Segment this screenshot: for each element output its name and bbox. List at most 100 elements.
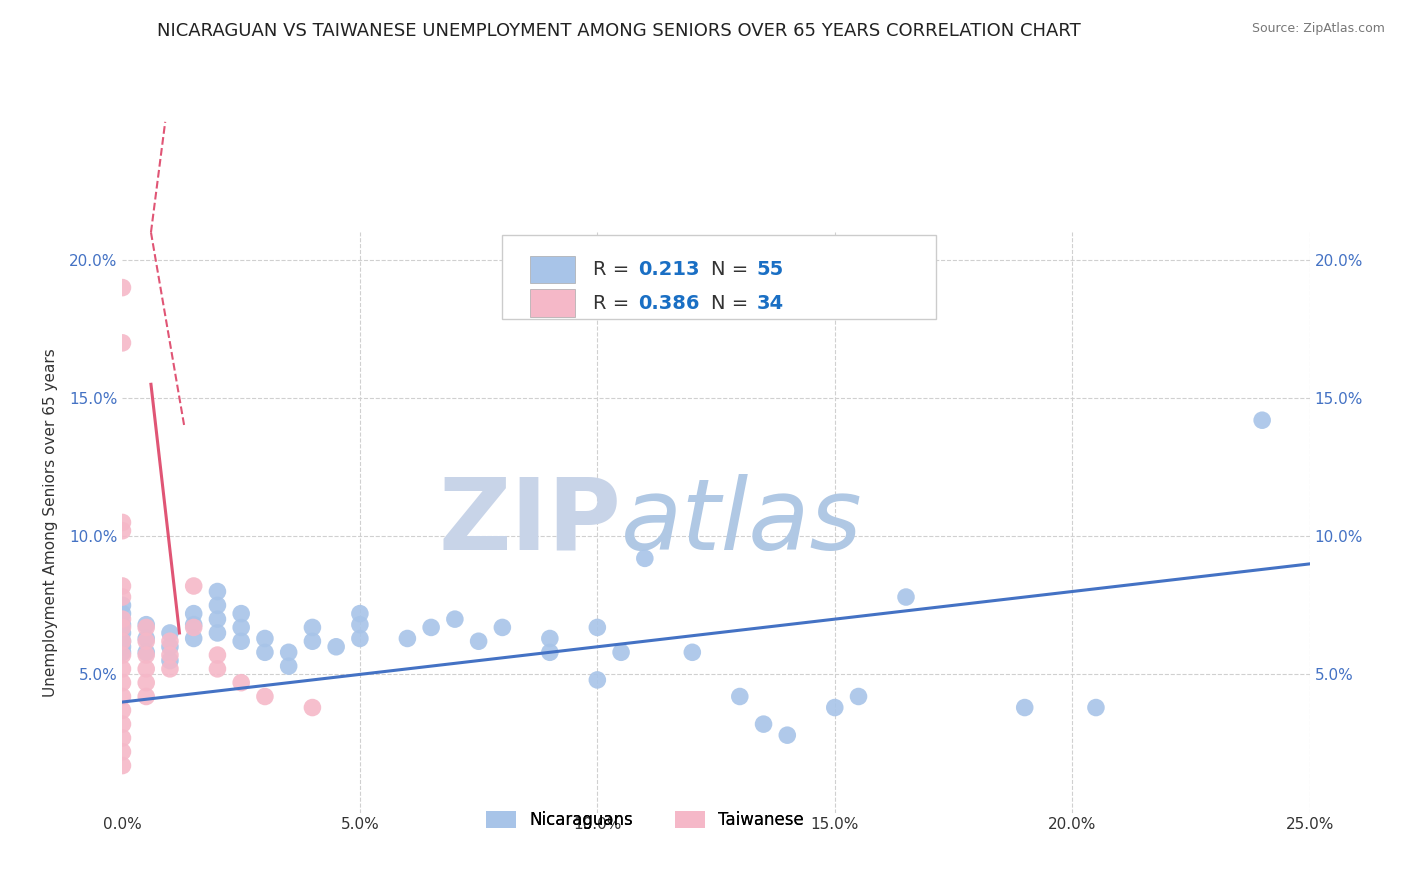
Point	[111, 717, 134, 731]
Point	[111, 634, 134, 648]
Point	[111, 620, 134, 634]
Point	[135, 645, 157, 659]
Point	[467, 634, 489, 648]
Point	[396, 632, 419, 646]
Point	[111, 634, 134, 648]
Point	[159, 648, 181, 662]
Point	[301, 634, 323, 648]
Point	[444, 612, 467, 626]
Point	[111, 599, 134, 613]
Point	[111, 579, 134, 593]
Point	[111, 703, 134, 717]
Text: 0.213: 0.213	[638, 260, 699, 279]
Point	[491, 620, 513, 634]
Point	[728, 690, 751, 704]
Point	[894, 590, 917, 604]
Point	[111, 590, 134, 604]
Point	[135, 662, 157, 676]
Point	[111, 612, 134, 626]
Point	[135, 634, 157, 648]
Point	[681, 645, 703, 659]
Point	[111, 745, 134, 759]
Point	[111, 758, 134, 772]
Point	[1251, 413, 1274, 427]
Point	[207, 626, 229, 640]
Point	[111, 731, 134, 745]
Point	[231, 634, 253, 648]
Point	[634, 551, 657, 566]
Point	[349, 632, 371, 646]
Point	[231, 675, 253, 690]
Point	[776, 728, 799, 742]
Point	[111, 648, 134, 662]
Point	[159, 640, 181, 654]
Point	[277, 659, 299, 673]
Point	[207, 648, 229, 662]
Point	[301, 700, 323, 714]
Point	[207, 612, 229, 626]
Point	[111, 607, 134, 621]
Point	[111, 675, 134, 690]
Point	[586, 620, 609, 634]
FancyBboxPatch shape	[530, 289, 575, 317]
Point	[111, 626, 134, 640]
Point	[135, 690, 157, 704]
Point	[848, 690, 870, 704]
Point	[752, 717, 775, 731]
Point	[111, 662, 134, 676]
Point	[349, 617, 371, 632]
Point	[135, 632, 157, 646]
Point	[207, 599, 229, 613]
Text: NICARAGUAN VS TAIWANESE UNEMPLOYMENT AMONG SENIORS OVER 65 YEARS CORRELATION CHA: NICARAGUAN VS TAIWANESE UNEMPLOYMENT AMO…	[156, 22, 1081, 40]
Point	[183, 617, 205, 632]
Point	[183, 607, 205, 621]
Point	[183, 579, 205, 593]
Point	[207, 662, 229, 676]
Point	[420, 620, 443, 634]
Text: N =: N =	[711, 260, 755, 279]
Point	[135, 675, 157, 690]
Point	[159, 654, 181, 668]
Point	[111, 335, 134, 350]
Point	[325, 640, 347, 654]
Point	[111, 645, 134, 659]
Point	[159, 662, 181, 676]
Point	[111, 690, 134, 704]
Point	[183, 620, 205, 634]
Point	[159, 626, 181, 640]
Text: Source: ZipAtlas.com: Source: ZipAtlas.com	[1251, 22, 1385, 36]
Point	[253, 632, 276, 646]
Point	[253, 690, 276, 704]
Text: R =: R =	[592, 260, 636, 279]
Point	[111, 640, 134, 654]
Text: ZIP: ZIP	[439, 474, 621, 571]
Point	[135, 648, 157, 662]
Point	[231, 620, 253, 634]
Text: 0.386: 0.386	[638, 293, 699, 313]
Legend: Nicaraguans, Taiwanese: Nicaraguans, Taiwanese	[479, 805, 810, 836]
Point	[1084, 700, 1107, 714]
Point	[111, 617, 134, 632]
Point	[538, 645, 561, 659]
Point	[538, 632, 561, 646]
Point	[207, 584, 229, 599]
Point	[135, 617, 157, 632]
Point	[231, 607, 253, 621]
Point	[111, 280, 134, 294]
Point	[277, 645, 299, 659]
Text: 55: 55	[756, 260, 783, 279]
Point	[159, 634, 181, 648]
Point	[1014, 700, 1036, 714]
Point	[586, 673, 609, 687]
Point	[824, 700, 846, 714]
Point	[301, 620, 323, 634]
Point	[111, 516, 134, 530]
Point	[111, 524, 134, 538]
Text: 34: 34	[756, 293, 783, 313]
Point	[183, 632, 205, 646]
Point	[610, 645, 633, 659]
Y-axis label: Unemployment Among Seniors over 65 years: Unemployment Among Seniors over 65 years	[44, 348, 58, 697]
Point	[349, 607, 371, 621]
Text: atlas: atlas	[621, 474, 863, 571]
FancyBboxPatch shape	[502, 235, 935, 319]
